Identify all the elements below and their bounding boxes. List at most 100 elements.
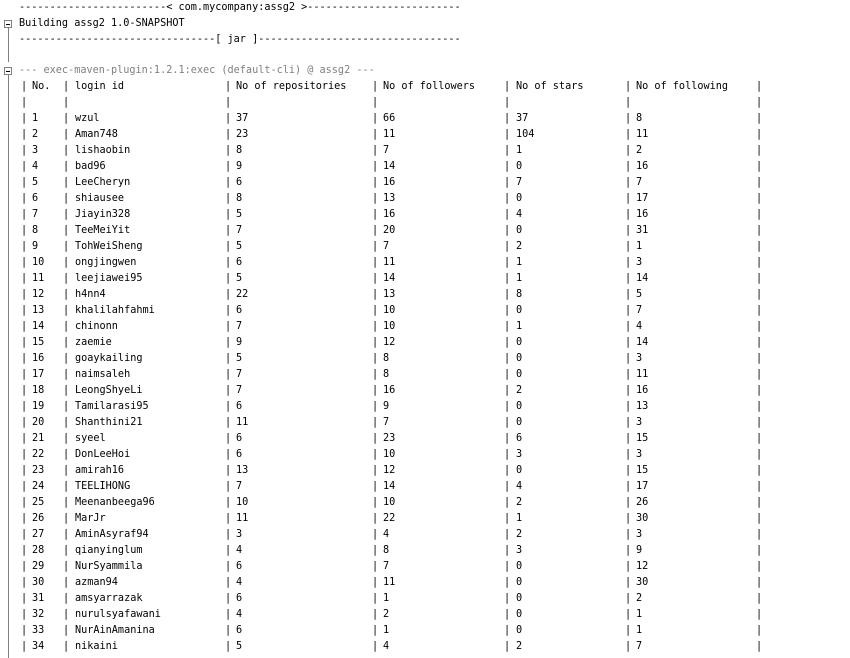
cell-followers: 66: [383, 113, 396, 124]
cell-following: 4: [636, 321, 643, 332]
cell-login-id: AminAsyraf94: [75, 529, 149, 540]
fold-toggle-build-icon[interactable]: [4, 20, 12, 28]
column-separator: |: [625, 449, 632, 460]
cell-followers: 9: [383, 401, 390, 412]
column-separator: |: [504, 449, 511, 460]
column-separator: |: [21, 593, 28, 604]
column-separator: |: [504, 97, 511, 108]
cell-login-id: lishaobin: [75, 145, 131, 156]
column-separator: |: [21, 81, 28, 92]
column-separator: |: [625, 177, 632, 188]
cell-no: 7: [32, 209, 39, 220]
column-separator: |: [63, 401, 70, 412]
cell-no: 22: [32, 449, 45, 460]
column-separator: |: [21, 577, 28, 588]
cell-no: 5: [32, 177, 39, 188]
column-separator: |: [63, 449, 70, 460]
column-separator: |: [225, 561, 232, 572]
cell-repositories: 5: [236, 353, 243, 364]
cell-no: 24: [32, 481, 45, 492]
cell-followers: 1: [383, 625, 390, 636]
cell-no: 34: [32, 641, 45, 652]
column-separator: |: [372, 369, 379, 380]
column-separator: |: [625, 593, 632, 604]
cell-following: 9: [636, 545, 643, 556]
cell-repositories: 6: [236, 561, 243, 572]
cell-no: 29: [32, 561, 45, 572]
cell-no: 25: [32, 497, 45, 508]
header-stars: No of stars: [516, 81, 584, 92]
table-row: | | | | | | | 12 h4nn4 22 13 8 5: [0, 287, 850, 303]
cell-stars: 0: [516, 193, 523, 204]
cell-following: 14: [636, 337, 649, 348]
cell-stars: 0: [516, 337, 523, 348]
column-separator: |: [21, 641, 28, 652]
table-row: | | | | | | | 28 qianyinglum 4 8 3 9: [0, 543, 850, 559]
column-separator: |: [225, 497, 232, 508]
fold-guide-line: [8, 75, 9, 658]
column-separator: |: [504, 641, 511, 652]
cell-stars: 1: [516, 513, 523, 524]
cell-repositories: 7: [236, 369, 243, 380]
column-separator: |: [225, 241, 232, 252]
column-separator: |: [756, 545, 763, 556]
cell-repositories: 22: [236, 289, 249, 300]
cell-login-id: DonLeeHoi: [75, 449, 131, 460]
column-separator: |: [225, 209, 232, 220]
column-separator: |: [225, 401, 232, 412]
column-separator: |: [225, 385, 232, 396]
column-separator: |: [625, 529, 632, 540]
fold-toggle-exec-icon[interactable]: [4, 67, 12, 75]
cell-stars: 0: [516, 305, 523, 316]
cell-followers: 10: [383, 305, 396, 316]
cell-no: 8: [32, 225, 39, 236]
column-separator: |: [625, 289, 632, 300]
column-separator: |: [63, 561, 70, 572]
column-separator: |: [756, 465, 763, 476]
cell-repositories: 6: [236, 305, 243, 316]
cell-no: 31: [32, 593, 45, 604]
column-separator: |: [372, 161, 379, 172]
cell-repositories: 9: [236, 161, 243, 172]
column-separator: |: [21, 241, 28, 252]
cell-following: 7: [636, 177, 643, 188]
column-separator: |: [21, 129, 28, 140]
table-row: | | | | | | | 26 MarJr 11 22 1 30: [0, 511, 850, 527]
cell-following: 15: [636, 465, 649, 476]
column-separator: |: [756, 161, 763, 172]
column-separator: |: [756, 417, 763, 428]
cell-login-id: TeeMeiYit: [75, 225, 131, 236]
cell-login-id: nurulsyafawani: [75, 609, 161, 620]
cell-stars: 6: [516, 433, 523, 444]
cell-login-id: LeongShyeLi: [75, 385, 143, 396]
column-separator: |: [21, 545, 28, 556]
header-followers: No of followers: [383, 81, 476, 92]
column-separator: |: [625, 257, 632, 268]
cell-repositories: 5: [236, 273, 243, 284]
cell-login-id: Tamilarasi95: [75, 401, 149, 412]
column-separator: |: [756, 641, 763, 652]
cell-login-id: shiausee: [75, 193, 125, 204]
column-separator: |: [504, 145, 511, 156]
column-separator: |: [625, 401, 632, 412]
column-separator: |: [225, 129, 232, 140]
cell-followers: 10: [383, 449, 396, 460]
column-separator: |: [372, 593, 379, 604]
column-separator: |: [225, 321, 232, 332]
column-separator: |: [625, 385, 632, 396]
column-separator: |: [756, 609, 763, 620]
column-separator: |: [756, 241, 763, 252]
cell-following: 5: [636, 289, 643, 300]
column-separator: |: [21, 289, 28, 300]
column-separator: |: [21, 417, 28, 428]
column-separator: |: [372, 353, 379, 364]
cell-login-id: goaykailing: [75, 353, 143, 364]
column-separator: |: [21, 497, 28, 508]
cell-followers: 13: [383, 289, 396, 300]
cell-followers: 7: [383, 145, 390, 156]
cell-followers: 4: [383, 641, 390, 652]
column-separator: |: [225, 577, 232, 588]
column-separator: |: [372, 513, 379, 524]
cell-followers: 1: [383, 593, 390, 604]
column-separator: |: [21, 513, 28, 524]
